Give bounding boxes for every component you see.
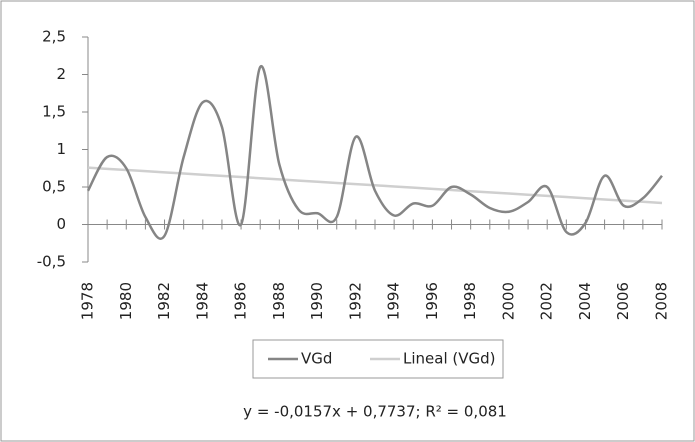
x-tick-label: 2006 — [614, 282, 632, 320]
legend-label: Lineal (VGd) — [403, 350, 496, 368]
legend-box — [252, 339, 504, 379]
series-line — [86, 65, 663, 240]
legend-label: VGd — [301, 350, 332, 368]
x-tick-label: 1978 — [79, 282, 97, 320]
y-tick-label: 1,5 — [42, 103, 66, 121]
x-tick-label: 1990 — [308, 282, 326, 320]
x-tick-label: 1984 — [193, 282, 211, 320]
x-tick-label: 2002 — [538, 282, 556, 320]
y-tick-label: 2,5 — [42, 28, 66, 46]
y-tick-label: 0,5 — [42, 178, 66, 196]
x-tick-label: 1994 — [385, 282, 403, 320]
y-tick-label: 1 — [56, 140, 66, 158]
y-tick-label: 2 — [56, 65, 66, 83]
x-tick-label: 1982 — [155, 282, 173, 320]
y-tick-label: -0,5 — [37, 253, 66, 271]
x-tick-label: 1980 — [117, 282, 135, 320]
x-tick-label: 1988 — [270, 282, 288, 320]
y-tick-label: 0 — [56, 215, 66, 233]
x-tick-label: 1992 — [346, 282, 364, 320]
x-tick-label: 2008 — [653, 282, 671, 320]
x-tick-label: 2004 — [576, 282, 594, 320]
x-tick-label: 1996 — [423, 282, 441, 320]
x-tick-label: 2000 — [499, 282, 517, 320]
equation: y = -0,0157x + 0,7737; R² = 0,081 — [243, 403, 507, 421]
series-line — [87, 166, 663, 205]
x-tick-label: 1986 — [232, 282, 250, 320]
x-tick-label: 1998 — [461, 282, 479, 320]
